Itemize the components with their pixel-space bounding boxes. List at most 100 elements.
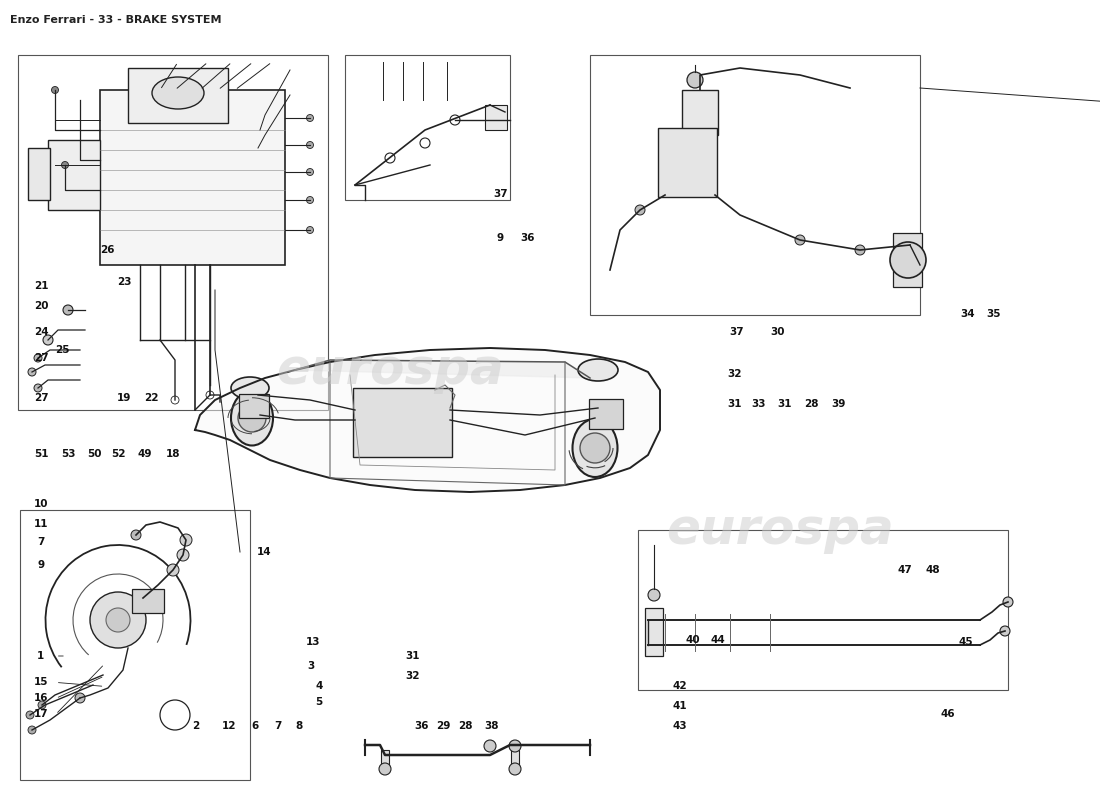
Circle shape <box>307 197 314 203</box>
Polygon shape <box>195 348 660 492</box>
Bar <box>682 90 718 135</box>
Circle shape <box>379 763 390 775</box>
Text: 36: 36 <box>520 234 536 243</box>
Text: 26: 26 <box>100 246 116 255</box>
Text: 40: 40 <box>685 635 701 645</box>
Text: 34: 34 <box>960 310 976 319</box>
Bar <box>590 55 920 315</box>
Text: eurospa: eurospa <box>276 346 504 394</box>
Text: 9: 9 <box>37 560 44 570</box>
Circle shape <box>688 72 703 88</box>
Circle shape <box>307 226 314 234</box>
Ellipse shape <box>231 390 273 446</box>
Circle shape <box>28 368 36 376</box>
Text: 46: 46 <box>940 710 956 719</box>
Circle shape <box>90 592 146 648</box>
Ellipse shape <box>231 377 270 399</box>
FancyBboxPatch shape <box>353 388 452 457</box>
Text: 22: 22 <box>144 394 159 403</box>
Circle shape <box>177 549 189 561</box>
Text: 6: 6 <box>252 722 258 731</box>
Circle shape <box>307 169 314 175</box>
Bar <box>28 148 50 200</box>
Text: 17: 17 <box>33 710 48 719</box>
Circle shape <box>484 740 496 752</box>
Text: 52: 52 <box>111 449 126 458</box>
Ellipse shape <box>152 77 204 109</box>
Text: 38: 38 <box>484 722 499 731</box>
Circle shape <box>63 305 73 315</box>
Text: 19: 19 <box>117 394 132 403</box>
Circle shape <box>34 354 42 362</box>
Text: 39: 39 <box>830 399 846 409</box>
Text: 50: 50 <box>87 449 102 458</box>
FancyBboxPatch shape <box>658 128 717 197</box>
Bar <box>512 750 519 768</box>
Text: 21: 21 <box>34 282 50 291</box>
Text: 14: 14 <box>256 547 272 557</box>
Text: 5: 5 <box>316 697 322 706</box>
Circle shape <box>131 530 141 540</box>
Circle shape <box>450 115 460 125</box>
Text: 27: 27 <box>34 353 50 362</box>
Text: 12: 12 <box>221 722 236 731</box>
Text: 24: 24 <box>34 327 50 337</box>
Text: 32: 32 <box>727 370 742 379</box>
Circle shape <box>170 396 179 404</box>
Circle shape <box>385 153 395 163</box>
Circle shape <box>52 86 58 94</box>
Circle shape <box>28 726 36 734</box>
Text: 11: 11 <box>33 519 48 529</box>
Text: 43: 43 <box>672 722 688 731</box>
Bar <box>128 68 228 123</box>
Text: 47: 47 <box>898 566 913 575</box>
Text: 23: 23 <box>117 278 132 287</box>
Text: 36: 36 <box>414 722 429 731</box>
Circle shape <box>180 534 192 546</box>
Text: 27: 27 <box>34 394 50 403</box>
Text: 37: 37 <box>729 327 745 337</box>
Bar <box>345 55 510 200</box>
Circle shape <box>26 711 34 719</box>
Text: 18: 18 <box>165 449 180 458</box>
Text: 30: 30 <box>770 327 785 337</box>
Text: 10: 10 <box>33 499 48 509</box>
Text: eurospa: eurospa <box>667 506 894 554</box>
Text: Enzo Ferrari - 33 - BRAKE SYSTEM: Enzo Ferrari - 33 - BRAKE SYSTEM <box>10 15 221 25</box>
Text: 48: 48 <box>925 566 940 575</box>
Text: 9: 9 <box>497 234 504 243</box>
Circle shape <box>1003 597 1013 607</box>
Circle shape <box>39 701 46 709</box>
Bar <box>18 55 328 410</box>
Circle shape <box>1000 626 1010 636</box>
Circle shape <box>307 114 314 122</box>
Text: 7: 7 <box>37 538 44 547</box>
Text: 31: 31 <box>777 399 792 409</box>
FancyBboxPatch shape <box>132 589 164 613</box>
Text: 37: 37 <box>493 190 508 199</box>
Circle shape <box>43 335 53 345</box>
Ellipse shape <box>578 359 618 381</box>
Text: 31: 31 <box>405 651 420 661</box>
Text: 49: 49 <box>138 449 153 458</box>
Circle shape <box>238 404 266 432</box>
Circle shape <box>580 433 611 463</box>
Circle shape <box>167 564 179 576</box>
Bar <box>638 530 1008 690</box>
Text: 20: 20 <box>34 302 50 311</box>
Circle shape <box>648 589 660 601</box>
Text: 28: 28 <box>804 399 820 409</box>
Bar <box>645 608 663 656</box>
Circle shape <box>34 384 42 392</box>
Text: 28: 28 <box>458 722 473 731</box>
Text: 51: 51 <box>34 449 50 458</box>
Circle shape <box>509 740 521 752</box>
Circle shape <box>509 763 521 775</box>
Text: 7: 7 <box>275 722 282 731</box>
Text: 3: 3 <box>308 662 315 671</box>
Circle shape <box>795 235 805 245</box>
FancyBboxPatch shape <box>893 233 922 287</box>
Text: 41: 41 <box>672 702 688 711</box>
Text: 44: 44 <box>711 635 726 645</box>
FancyBboxPatch shape <box>239 394 270 418</box>
